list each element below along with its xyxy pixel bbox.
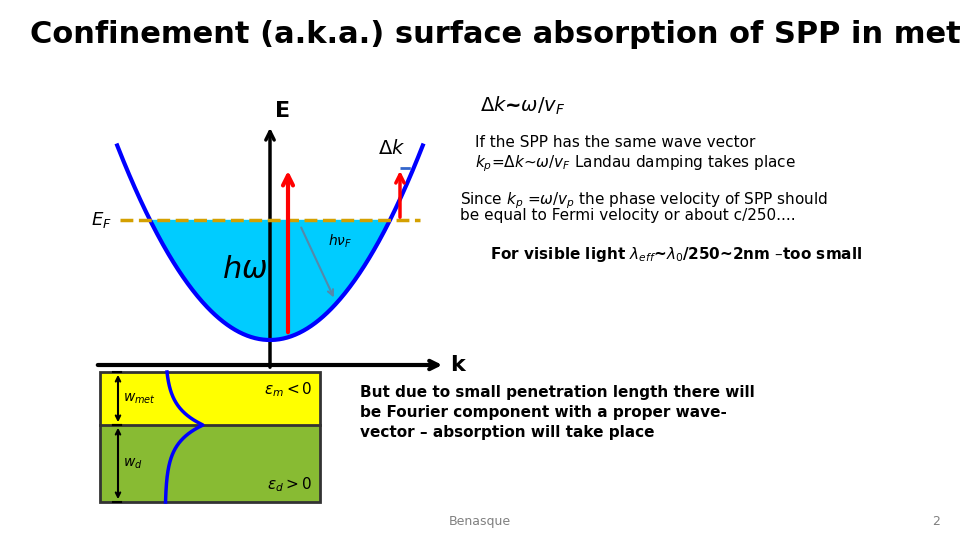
Text: E: E [275, 101, 290, 121]
Text: Since $k_p$ =$\omega/v_p$ the phase velocity of SPP should: Since $k_p$ =$\omega/v_p$ the phase velo… [460, 190, 828, 211]
Text: $h\nu_F$: $h\nu_F$ [328, 233, 352, 251]
Bar [100, 372, 320, 502]
Text: $w_d$: $w_d$ [123, 456, 143, 471]
Text: $\Delta k$: $\Delta k$ [378, 139, 406, 158]
Text: $E_F$: $E_F$ [91, 210, 112, 230]
Text: be Fourier component with a proper wave-: be Fourier component with a proper wave- [360, 405, 727, 420]
Text: $w_{met}$: $w_{met}$ [123, 392, 156, 406]
Text: For visible light $\lambda_{eff}$~$\lambda_0$/250~2nm –too small: For visible light $\lambda_{eff}$~$\lamb… [490, 245, 862, 264]
Text: If the SPP has the same wave vector: If the SPP has the same wave vector [475, 135, 756, 150]
Text: $k_p$=$\Delta k$~$\omega/v_F$ Landau damping takes place: $k_p$=$\Delta k$~$\omega/v_F$ Landau dam… [475, 153, 796, 173]
Bar [100, 372, 320, 425]
Text: $\varepsilon_d>0$: $\varepsilon_d>0$ [267, 475, 312, 494]
Bar [100, 425, 320, 502]
Text: k: k [450, 355, 465, 375]
Text: $\Delta k$~$\omega/v_F$: $\Delta k$~$\omega/v_F$ [480, 95, 565, 117]
Text: 2: 2 [932, 515, 940, 528]
Text: be equal to Fermi velocity or about c/250....: be equal to Fermi velocity or about c/25… [460, 208, 796, 223]
Text: Benasque: Benasque [449, 515, 511, 528]
Text: $h\omega$: $h\omega$ [223, 255, 268, 285]
Text: vector – absorption will take place: vector – absorption will take place [360, 425, 655, 440]
Text: But due to small penetration length there will: But due to small penetration length ther… [360, 385, 755, 400]
Text: Confinement (a.k.a.) surface absorption of SPP in metals: Confinement (a.k.a.) surface absorption … [30, 20, 960, 49]
Text: $\varepsilon_m<0$: $\varepsilon_m<0$ [264, 380, 312, 399]
